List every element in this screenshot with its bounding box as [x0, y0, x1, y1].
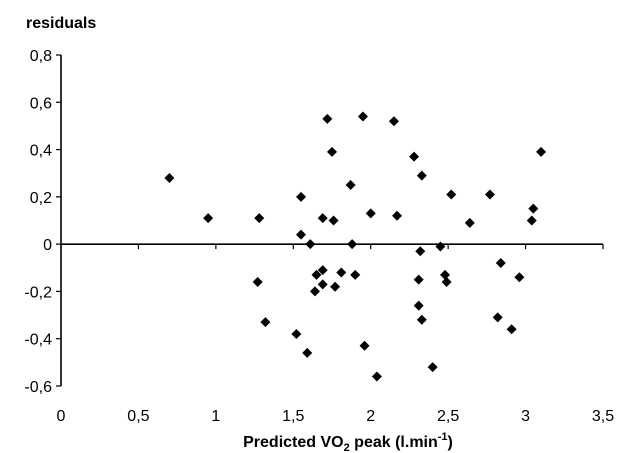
data-point: [164, 172, 175, 183]
data-point: [526, 215, 537, 226]
data-point: [536, 146, 547, 157]
data-point: [416, 314, 427, 325]
data-points: [164, 111, 547, 382]
data-point: [441, 276, 452, 287]
data-point: [415, 246, 426, 257]
data-point: [296, 229, 307, 240]
data-point: [446, 189, 457, 200]
x-tick-label: 1: [211, 408, 220, 425]
data-point: [464, 217, 475, 228]
data-point: [514, 272, 525, 283]
y-tick-label: 0,8: [30, 48, 52, 65]
data-point: [305, 239, 316, 250]
data-point: [365, 208, 376, 219]
data-point: [388, 116, 399, 127]
y-tick-label: -0,6: [24, 379, 52, 396]
data-point: [416, 170, 427, 181]
data-point: [311, 269, 322, 280]
data-point: [317, 265, 328, 276]
data-point: [336, 267, 347, 278]
data-point: [350, 269, 361, 280]
data-point: [413, 300, 424, 311]
y-tick-label: -0,4: [24, 332, 52, 349]
data-point: [345, 180, 356, 191]
data-point: [317, 279, 328, 290]
data-point: [254, 213, 265, 224]
data-point: [291, 328, 302, 339]
data-point: [347, 239, 358, 250]
data-point: [252, 276, 263, 287]
data-point: [413, 274, 424, 285]
data-point: [392, 210, 403, 221]
x-tick-label: 1,5: [282, 408, 304, 425]
y-tick-label: 0,6: [30, 95, 52, 112]
y-tick-label: -0,2: [24, 284, 52, 301]
data-point: [359, 340, 370, 351]
x-axis-title: Predicted VO2 peak (l.min-1): [243, 431, 453, 453]
x-tick-label: 0,5: [127, 408, 149, 425]
x-tick-label: 3,5: [592, 408, 614, 425]
y-tick-label: 0,2: [30, 190, 52, 207]
data-point: [260, 317, 271, 328]
data-point: [371, 371, 382, 382]
x-tick-label: 2,5: [437, 408, 459, 425]
y-tick-label: 0,4: [30, 143, 52, 160]
y-tick-label: 0: [43, 237, 52, 254]
data-point: [495, 258, 506, 269]
data-point: [330, 281, 341, 292]
data-point: [440, 269, 451, 280]
data-point: [357, 111, 368, 122]
data-point: [296, 191, 307, 202]
x-axis-ticks: 0 0,5 1 1,5 2 2,5 3 3,5: [57, 244, 614, 425]
data-point: [203, 213, 214, 224]
data-point: [328, 215, 339, 226]
data-point: [327, 146, 337, 157]
y-axis-ticks: 0,8 0,6 0,4 0,2 0 -0,2 -0,4 -0,6: [24, 48, 61, 396]
x-tick-label: 0: [57, 408, 66, 425]
y-axis-title: residuals: [26, 15, 96, 32]
data-point: [322, 113, 333, 124]
data-point: [317, 213, 328, 224]
data-point: [309, 286, 320, 297]
data-point: [409, 151, 420, 162]
data-point: [427, 362, 438, 373]
data-point: [484, 189, 495, 200]
data-point: [302, 347, 313, 358]
data-point: [506, 324, 517, 335]
data-point: [435, 241, 446, 252]
x-tick-label: 3: [521, 408, 530, 425]
data-point: [528, 203, 539, 214]
data-point: [492, 312, 503, 323]
x-tick-label: 2: [366, 408, 375, 425]
